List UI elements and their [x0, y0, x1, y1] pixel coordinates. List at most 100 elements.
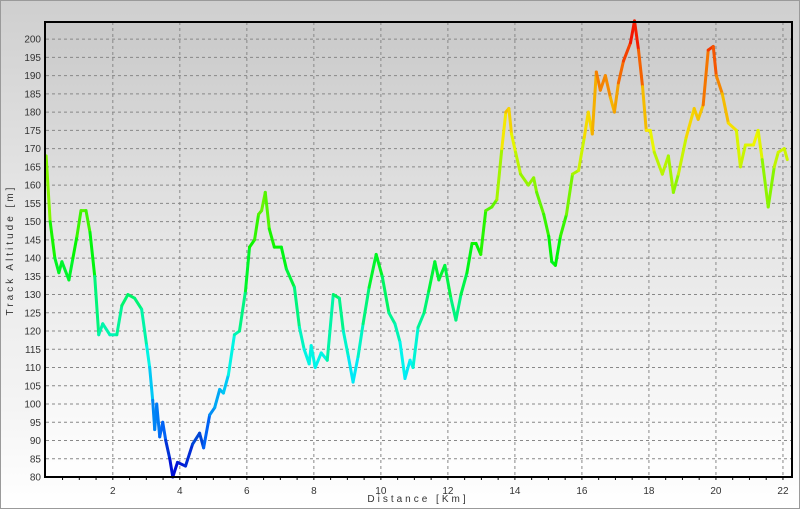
y-tick-label: 125: [24, 308, 41, 319]
altitude-line-segment: [97, 322, 105, 337]
altitude-line-segment: [145, 344, 152, 370]
x-axis-title: Distance [Km]: [367, 494, 468, 505]
altitude-line-segment: [514, 150, 523, 176]
altitude-line-segment: [44, 154, 52, 224]
plot-area: [45, 22, 792, 477]
x-tick-label: 22: [777, 486, 789, 497]
altitude-line-segment: [140, 307, 149, 348]
altitude-line-segment: [760, 158, 770, 209]
altitude-line-segment: [738, 143, 747, 169]
altitude-line-segment: [292, 285, 301, 329]
altitude-line-segment: [422, 289, 431, 315]
altitude-line-segment: [387, 311, 397, 326]
altitude-line-segment: [734, 128, 742, 169]
altitude-line-segment: [495, 147, 504, 202]
y-tick-label: 165: [24, 162, 41, 173]
altitude-line-segment: [621, 41, 632, 63]
y-tick-label: 160: [24, 181, 41, 192]
altitude-line-segment: [60, 260, 71, 282]
altitude-line-segment: [479, 209, 488, 256]
altitude-line-segment: [313, 351, 323, 370]
altitude-line-segment: [346, 355, 355, 384]
altitude-line-segment: [633, 19, 641, 52]
x-tick-label: 6: [244, 486, 250, 497]
altitude-line-segment: [535, 190, 546, 216]
altitude-line-segment: [284, 267, 296, 289]
altitude-line-segment: [71, 234, 79, 260]
altitude-line-segment: [684, 106, 696, 140]
altitude-line-segment: [416, 311, 426, 329]
altitude-line-segment: [510, 132, 518, 154]
altitude-line-segment: [671, 172, 680, 194]
altitude-line-segment: [603, 74, 612, 100]
altitude-line-segment: [393, 322, 402, 344]
altitude-line-segment: [356, 322, 365, 359]
altitude-line-segment: [714, 74, 724, 96]
plot-border: [44, 21, 793, 478]
x-tick-label: 10: [375, 486, 387, 497]
y-tick-label: 85: [30, 454, 42, 465]
altitude-line-segment: [676, 136, 688, 176]
altitude-line-segment: [155, 402, 162, 439]
y-tick-label: 145: [24, 235, 41, 246]
y-axis-title: Track Altitude [m]: [5, 185, 16, 316]
y-tick-label: 175: [24, 126, 41, 137]
altitude-line-segment: [244, 245, 252, 293]
altitude-line-segment: [766, 165, 776, 209]
altitude-line-segment: [500, 110, 508, 151]
y-tick-label: 190: [24, 71, 41, 82]
altitude-line-segment: [164, 439, 172, 461]
altitude-line-segment: [449, 296, 458, 322]
altitude-line-segment: [577, 136, 586, 173]
altitude-line-segment: [374, 252, 384, 278]
altitude-line-segment: [564, 172, 575, 216]
altitude-line-segment: [267, 227, 276, 249]
x-tick-label: 20: [710, 486, 722, 497]
y-tick-label: 140: [24, 254, 41, 265]
altitude-line-segment: [547, 234, 554, 264]
altitude-line-segment: [184, 442, 195, 468]
altitude-line-segment: [666, 154, 675, 194]
altitude-line-segment: [782, 147, 789, 162]
altitude-line-segment: [253, 212, 261, 242]
x-tick-label: 18: [643, 486, 655, 497]
altitude-line-segment: [558, 212, 568, 238]
altitude-line-segment: [696, 103, 705, 121]
altitude-line-segment: [67, 256, 75, 282]
altitude-line-segment: [648, 128, 656, 154]
altitude-line-segment: [88, 231, 97, 278]
x-tick-label: 4: [177, 486, 183, 497]
y-tick-label: 95: [30, 418, 42, 429]
y-tick-label: 120: [24, 327, 41, 338]
altitude-line-segment: [433, 260, 441, 282]
altitude-line-segment: [398, 340, 407, 380]
altitude-line-segment: [115, 304, 124, 337]
x-tick-label: 12: [442, 486, 454, 497]
altitude-line-segment: [459, 271, 469, 297]
altitude-line-segment: [161, 420, 168, 443]
altitude-line-segment: [101, 322, 112, 337]
altitude-line-segment: [553, 234, 562, 267]
altitude-line-segment: [361, 285, 371, 326]
altitude-line-segment: [711, 44, 718, 78]
y-tick-label: 180: [24, 108, 41, 119]
altitude-line-segment: [263, 190, 271, 231]
y-tick-label: 135: [24, 272, 41, 283]
y-tick-label: 100: [24, 400, 41, 411]
y-tick-label: 195: [24, 53, 41, 64]
altitude-line-segment: [213, 387, 222, 410]
x-tick-label: 8: [311, 486, 317, 497]
altitude-line-segment: [772, 150, 780, 169]
altitude-line-segment: [616, 59, 625, 85]
altitude-line-segment: [84, 209, 92, 235]
x-tick-label: 14: [509, 486, 521, 497]
altitude-line-segment: [341, 329, 350, 359]
altitude-line-segment: [237, 289, 248, 333]
altitude-line-segment: [221, 373, 230, 395]
altitude-line-segment: [226, 333, 236, 377]
altitude-line-segment: [367, 252, 378, 289]
altitude-line-segment: [507, 106, 514, 136]
altitude-line-segment: [590, 70, 598, 136]
x-tick-label: 16: [576, 486, 588, 497]
altitude-line-segment: [652, 150, 664, 176]
